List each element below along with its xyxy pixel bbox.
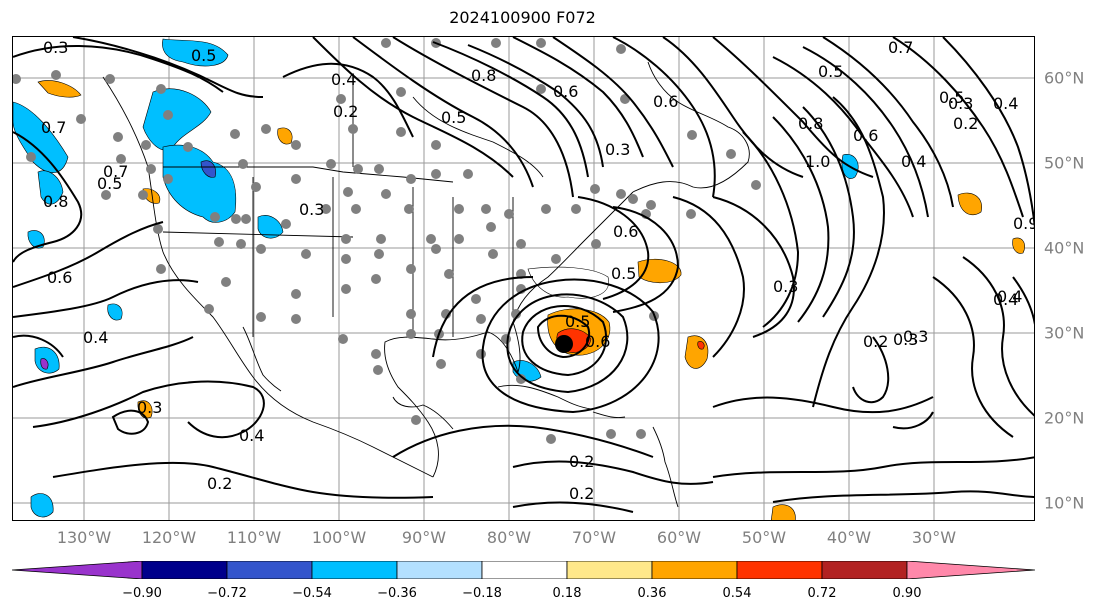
colorbar-segment [141, 561, 228, 579]
lon-label: 30°W [911, 528, 957, 547]
colorbar-segment [651, 561, 738, 579]
map-title: 2024100900 F072 [449, 8, 596, 27]
contour-label: 0.3 [137, 398, 162, 417]
lon-label: 110°W [226, 528, 282, 547]
lat-label: 10°N [1044, 493, 1085, 513]
contour-label: 0.5 [441, 108, 466, 127]
contour-label: 0.5 [939, 88, 964, 107]
lat-label: 50°N [1044, 153, 1085, 173]
contour-label: 0.6 [613, 222, 638, 241]
contour-label: 0.2 [333, 102, 358, 121]
lon-label: 120°W [141, 528, 197, 547]
lon-label: 100°W [311, 528, 367, 547]
contour-label: 1.0 [805, 152, 830, 171]
colorbar-segment [396, 561, 483, 579]
coastlines [102, 61, 750, 508]
contour-label: 0.2 [569, 484, 594, 503]
contour-label: 0.9 [1013, 214, 1035, 233]
lat-label: 30°N [1044, 323, 1085, 343]
contour-label: 0.3 [43, 38, 68, 57]
contour-label: 0.4 [997, 287, 1022, 306]
contour-label: 0.2 [953, 114, 978, 133]
lon-label: 60°W [656, 528, 702, 547]
contour-label: 0.2 [207, 474, 232, 493]
contour-label: 0.4 [901, 152, 926, 171]
contour-label: 0.5 [818, 62, 843, 81]
contour-label: 0.5 [97, 174, 122, 193]
contour-label: 0.2 [863, 332, 888, 351]
colorbar-segment [736, 561, 823, 579]
colorbar [12, 561, 1035, 579]
colorbar-tick: −0.90 [122, 586, 162, 601]
colorbar-segment [12, 561, 143, 579]
shaded-anomalies [13, 38, 1025, 520]
colorbar-tick: 0.90 [892, 586, 922, 601]
lat-label: 20°N [1044, 408, 1085, 428]
lon-label: 130°W [56, 528, 112, 547]
contour-label: 0.2 [569, 452, 594, 471]
contour-label-group: 0.3 0.5 0.4 0.2 0.5 0.8 0.6 0.3 0.7 0.5 … [41, 38, 1035, 503]
map-canvas: 0.3 0.5 0.4 0.2 0.5 0.8 0.6 0.3 0.7 0.5 … [13, 37, 1035, 520]
colorbar-segment [311, 561, 398, 579]
colorbar-tick: 0.36 [637, 586, 667, 601]
contour-label: 0.7 [888, 38, 913, 57]
contour-label: 0.7 [41, 118, 66, 137]
colorbar-tick: 0.54 [722, 586, 752, 601]
contour-label: 0.4 [331, 70, 356, 89]
contour-label: 0.8 [471, 66, 496, 85]
contour-label: 0.3 [605, 140, 630, 159]
colorbar-tick: −0.72 [207, 586, 247, 601]
colorbar-segment [226, 561, 313, 579]
colorbar-tick: 0.72 [807, 586, 837, 601]
contour-label: 0.8 [798, 114, 823, 133]
contour-label: 0.5 [191, 46, 216, 65]
contour-label: 0.7 [103, 162, 128, 181]
lon-label: 50°W [741, 528, 787, 547]
lat-label: 60°N [1044, 68, 1085, 88]
station-markers [13, 38, 761, 444]
lon-label: 80°W [486, 528, 532, 547]
contour-label: 0.3 [903, 327, 928, 346]
map-panel: 0.3 0.5 0.4 0.2 0.5 0.8 0.6 0.3 0.7 0.5 … [12, 36, 1035, 521]
colorbar-tick: 0.18 [552, 586, 582, 601]
colorbar-segment [906, 561, 1035, 579]
contour-label: 0.6 [853, 126, 878, 145]
lon-label: 90°W [401, 528, 447, 547]
contour-label: 0.6 [585, 332, 610, 351]
contour-label: 0.4 [239, 426, 264, 445]
colorbar-segment [566, 561, 653, 579]
contour-lines [13, 37, 1034, 513]
contour-label: 0.6 [47, 268, 72, 287]
colorbar-segment [481, 561, 568, 579]
contour-label: 0.3 [893, 330, 918, 349]
contour-label: 0.5 [611, 264, 636, 283]
contour-label: 0.4 [993, 290, 1018, 309]
colorbar-tick: −0.36 [377, 586, 417, 601]
lon-label: 70°W [571, 528, 617, 547]
colorbar-tick: −0.54 [292, 586, 332, 601]
contour-label: 0.3 [299, 200, 324, 219]
lat-label: 40°N [1044, 238, 1085, 258]
colorbar-segment [821, 561, 908, 579]
contour-label: 0.3 [773, 277, 798, 296]
contour-label: 0.5 [565, 312, 590, 331]
storm-center-marker [555, 335, 573, 353]
contour-label: 0.4 [83, 328, 108, 347]
lon-label: 40°W [826, 528, 872, 547]
colorbar-tick: −0.18 [462, 586, 502, 601]
contour-label: 0.6 [653, 92, 678, 111]
contour-label: 0.6 [553, 82, 578, 101]
colorbar-svg [12, 561, 1035, 579]
contour-label: 0.8 [43, 192, 68, 211]
contour-label: 0.3 [948, 94, 973, 113]
contour-label: 0.4 [993, 94, 1018, 113]
